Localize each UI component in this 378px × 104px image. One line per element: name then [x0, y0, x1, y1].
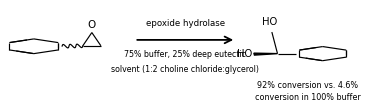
Text: HO: HO	[262, 17, 277, 27]
Text: solvent (1:2 choline chloride:glycerol): solvent (1:2 choline chloride:glycerol)	[111, 65, 259, 74]
Text: 75% buffer, 25% deep eutectic: 75% buffer, 25% deep eutectic	[124, 50, 246, 59]
Text: O: O	[88, 20, 96, 30]
Polygon shape	[254, 53, 277, 55]
Text: HO: HO	[237, 49, 252, 59]
Text: epoxide hydrolase: epoxide hydrolase	[146, 19, 225, 28]
Text: conversion in 100% buffer: conversion in 100% buffer	[255, 93, 361, 102]
Text: 92% conversion vs. 4.6%: 92% conversion vs. 4.6%	[257, 81, 358, 90]
